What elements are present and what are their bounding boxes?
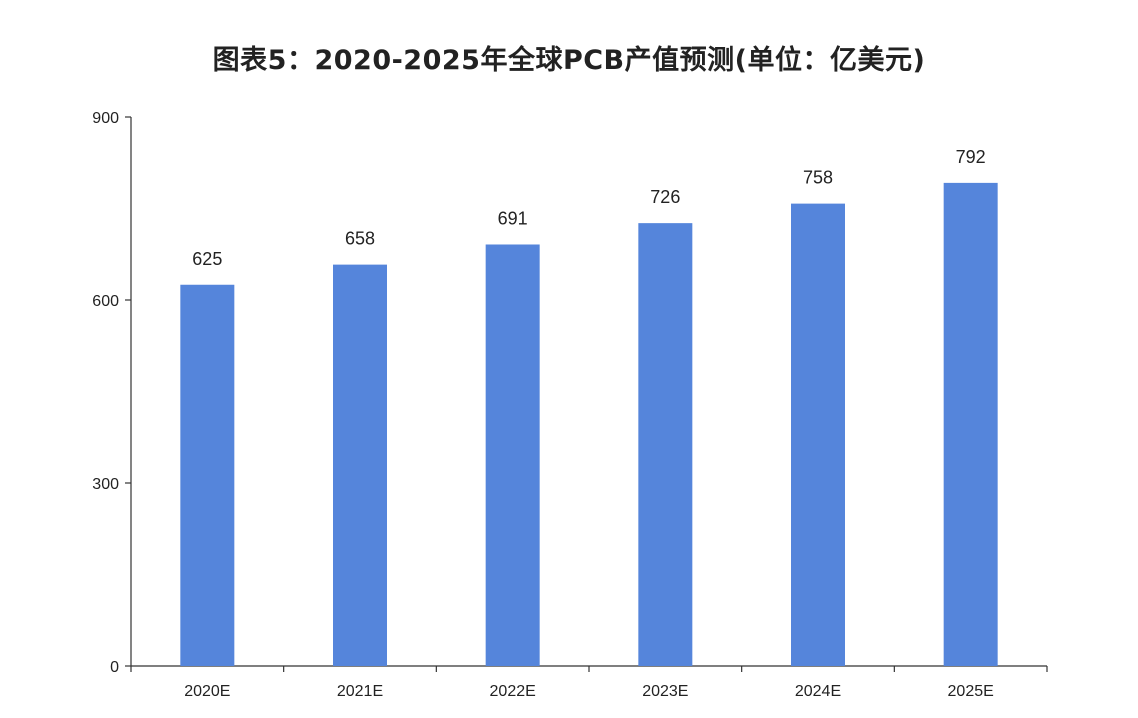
chart-labels: 625 2020E 658 2021E 691 2022E 726 2023E 758 2024E…: [184, 147, 994, 700]
bar-2025E: [943, 182, 998, 666]
data-label-2022E: 691: [498, 208, 528, 228]
chart-title: 图表5：2020-2025年全球PCB产值预测(单位：亿美元): [212, 45, 926, 76]
y-tick-label: 0: [110, 659, 119, 676]
chart-bars: [180, 182, 998, 667]
bar-2023E: [638, 223, 693, 666]
bar-2022E: [485, 244, 540, 667]
bar-2021E: [333, 264, 387, 666]
x-tick-label: 2021E: [337, 683, 383, 700]
data-label-2025E: 792: [956, 147, 986, 167]
x-tick-label: 2024E: [795, 683, 841, 700]
x-tick-label: 2023E: [642, 683, 688, 700]
y-tick-label: 300: [92, 476, 119, 493]
data-label-2023E: 726: [650, 187, 680, 207]
bar-2024E: [791, 203, 845, 666]
y-tick-label: 600: [92, 293, 119, 310]
x-tick-label: 2022E: [490, 683, 536, 700]
data-label-2024E: 758: [803, 168, 833, 188]
data-label-2021E: 658: [345, 229, 375, 249]
x-tick-label: 2025E: [948, 683, 994, 700]
chart-axes: 0 300 600 900: [92, 110, 1048, 676]
y-tick-label: 900: [92, 110, 119, 127]
data-label-2020E: 625: [192, 249, 222, 269]
bar-2020E: [180, 284, 235, 666]
x-tick-label: 2020E: [184, 683, 230, 700]
